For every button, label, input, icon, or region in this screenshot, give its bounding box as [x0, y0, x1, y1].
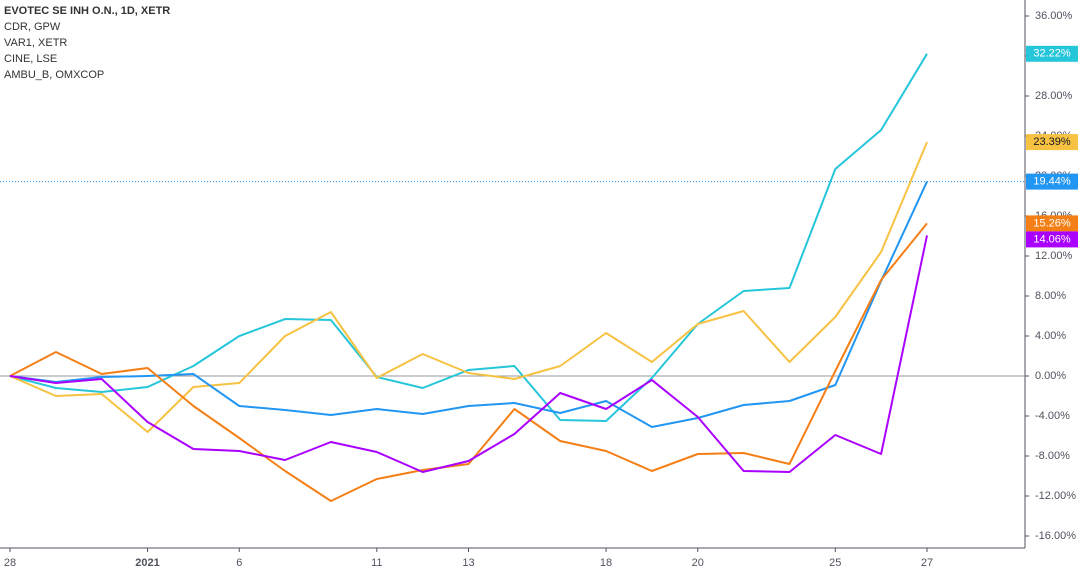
x-tick-label: 28	[4, 557, 16, 569]
y-tick-label: -16.00%	[1035, 530, 1076, 542]
series-line	[9, 222, 928, 502]
y-tick-label: 8.00%	[1035, 290, 1066, 302]
legend-entry: CINE, LSE	[4, 53, 57, 65]
x-tick-label: 2021	[135, 557, 159, 569]
x-tick-label: 18	[600, 557, 612, 569]
chart-title: EVOTEC SE INH O.N., 1D, XETR	[4, 5, 170, 17]
last-value-label: 23.39%	[1033, 136, 1071, 148]
last-value-label: 14.06%	[1033, 233, 1071, 245]
last-value-box	[1026, 173, 1078, 190]
y-tick-label: 4.00%	[1035, 330, 1066, 342]
y-tick-label: 36.00%	[1035, 10, 1073, 22]
last-value-box	[1026, 134, 1078, 151]
y-tick-label: 12.00%	[1035, 250, 1073, 262]
y-tick-label: -4.00%	[1035, 410, 1070, 422]
last-value-label: 32.22%	[1033, 48, 1071, 60]
y-tick-label: 28.00%	[1035, 90, 1073, 102]
series-line	[9, 181, 928, 428]
y-tick-label: -12.00%	[1035, 490, 1076, 502]
last-value-box	[1026, 215, 1078, 232]
series-line	[9, 53, 928, 422]
x-tick-label: 11	[371, 557, 382, 569]
series-line	[9, 235, 928, 473]
x-tick-label: 6	[236, 557, 242, 569]
last-value-box	[1026, 231, 1078, 248]
x-tick-label: 20	[692, 557, 704, 569]
x-tick-label: 27	[921, 557, 933, 569]
y-tick-label: 0.00%	[1035, 370, 1066, 382]
x-tick-label: 13	[462, 557, 474, 569]
last-value-box	[1026, 45, 1078, 62]
last-value-label: 15.26%	[1033, 217, 1071, 229]
legend-entry: AMBU_B, OMXCOP	[4, 69, 104, 81]
series-line	[9, 141, 928, 433]
last-value-label: 19.44%	[1033, 176, 1071, 188]
legend-entry: VAR1, XETR	[4, 37, 67, 49]
legend-entry: CDR, GPW	[4, 21, 61, 33]
y-tick-label: -8.00%	[1035, 450, 1070, 462]
x-tick-label: 25	[829, 557, 841, 569]
